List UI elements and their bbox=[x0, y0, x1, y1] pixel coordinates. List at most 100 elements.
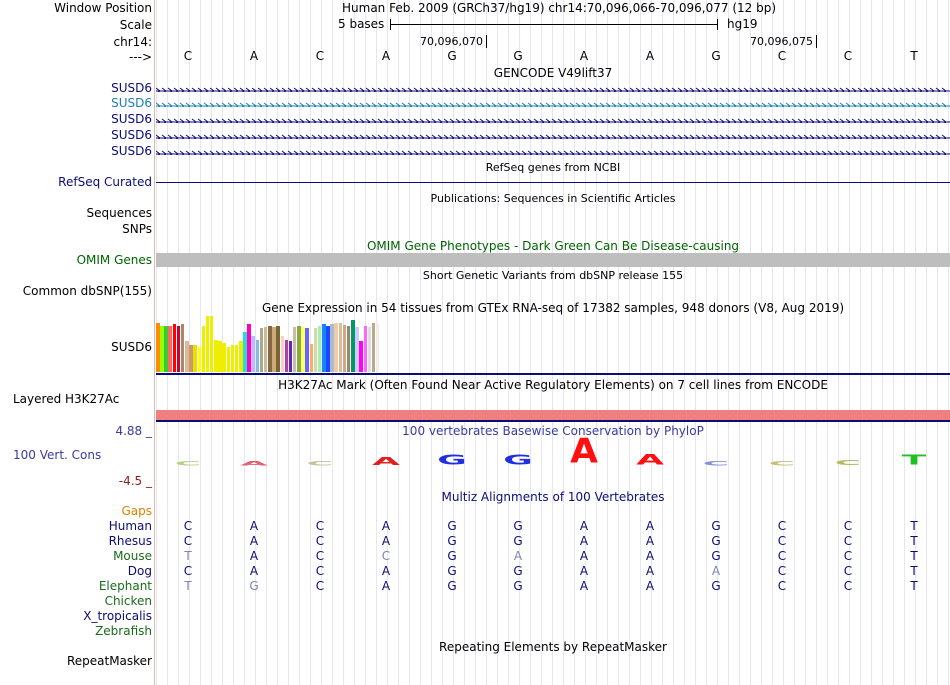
gtex-tissue-bar[interactable] bbox=[272, 327, 276, 372]
gtex-tissue-bar[interactable] bbox=[255, 340, 260, 372]
omim-title[interactable]: OMIM Gene Phenotypes - Dark Green Can Be… bbox=[366, 239, 740, 253]
gencode-label-1[interactable]: SUSD6 bbox=[111, 81, 152, 95]
omim-label[interactable]: OMIM Genes bbox=[76, 253, 152, 267]
gtex-tissue-bar[interactable] bbox=[359, 341, 363, 372]
chrom-label[interactable]: chr14: bbox=[113, 35, 152, 49]
gtex-tissue-bar[interactable] bbox=[180, 324, 185, 372]
gtex-tissue-bar[interactable] bbox=[363, 326, 368, 372]
gtex-tissue-bar[interactable] bbox=[243, 332, 247, 372]
gtex-tissue-bar[interactable] bbox=[193, 345, 197, 372]
gtex-tissue-bar[interactable] bbox=[176, 326, 181, 372]
rhesus-label[interactable]: Rhesus bbox=[108, 534, 152, 548]
gtex-tissue-bar[interactable] bbox=[367, 327, 372, 372]
dbsnp-title[interactable]: Short Genetic Variants from dbSNP releas… bbox=[422, 269, 684, 282]
gtex-tissue-bar[interactable] bbox=[160, 326, 164, 372]
gtex-tissue-bar[interactable] bbox=[330, 324, 334, 372]
gtex-tissue-bar[interactable] bbox=[292, 327, 297, 372]
gtex-tissue-bar[interactable] bbox=[164, 326, 168, 372]
dbsnp-label[interactable]: Common dbSNP(155) bbox=[22, 284, 152, 298]
window-position-label[interactable]: Window Position bbox=[54, 1, 152, 15]
gtex-tissue-bar[interactable] bbox=[338, 323, 343, 372]
sequences-label[interactable]: Sequences bbox=[86, 206, 152, 220]
gtex-tissue-bar[interactable] bbox=[322, 324, 326, 372]
elephant-label[interactable]: Elephant bbox=[98, 579, 152, 593]
gtex-tissue-bar[interactable] bbox=[239, 341, 243, 372]
scale-label[interactable]: Scale bbox=[119, 18, 152, 32]
multiz-title[interactable]: Multiz Alignments of 100 Vertebrates bbox=[441, 490, 665, 504]
gtex-tissue-bar[interactable] bbox=[313, 328, 318, 372]
gtex-tissue-bar[interactable] bbox=[355, 327, 359, 372]
gtex-bar-chart[interactable] bbox=[156, 316, 950, 372]
gtex-tissue-bar[interactable] bbox=[156, 323, 160, 372]
gtex-tissue-bar[interactable] bbox=[168, 326, 172, 372]
gtex-tissue-bar[interactable] bbox=[247, 324, 251, 372]
gtex-tissue-bar[interactable] bbox=[371, 323, 376, 372]
h3k27ac-label[interactable]: Layered H3K27Ac bbox=[13, 392, 120, 406]
gtex-tissue-bar[interactable] bbox=[197, 347, 202, 372]
gtex-tissue-bar[interactable] bbox=[326, 326, 330, 372]
gtex-tissue-bar[interactable] bbox=[297, 326, 301, 372]
gtex-tissue-bar[interactable] bbox=[268, 326, 272, 372]
h3k27ac-signal[interactable] bbox=[156, 410, 950, 420]
gtex-label[interactable]: SUSD6 bbox=[111, 340, 152, 354]
gencode-title[interactable]: GENCODE V49lift37 bbox=[493, 66, 613, 80]
gtex-tissue-bar[interactable] bbox=[201, 326, 206, 372]
human-label[interactable]: Human bbox=[108, 519, 152, 533]
gtex-tissue-bar[interactable] bbox=[189, 345, 193, 372]
gtex-tissue-bar[interactable] bbox=[185, 341, 189, 372]
gtex-tissue-bar[interactable] bbox=[305, 328, 309, 372]
gtex-tissue-bar[interactable] bbox=[205, 316, 210, 372]
omim-gene-bar[interactable] bbox=[156, 253, 950, 267]
gtex-tissue-bar[interactable] bbox=[218, 341, 222, 372]
gencode-label-4[interactable]: SUSD6 bbox=[111, 128, 152, 142]
refseq-label[interactable]: RefSeq Curated bbox=[58, 175, 152, 189]
snps-label[interactable]: SNPs bbox=[122, 222, 152, 236]
gtex-tissue-bar[interactable] bbox=[222, 343, 226, 372]
gencode-label-2[interactable]: SUSD6 bbox=[111, 96, 152, 110]
dog-label[interactable]: Dog bbox=[127, 564, 152, 578]
gencode-transcript-5[interactable] bbox=[156, 147, 950, 155]
gtex-tissue-bar[interactable] bbox=[375, 324, 380, 372]
gtex-tissue-bar[interactable] bbox=[234, 345, 239, 372]
gtex-tissue-bar[interactable] bbox=[214, 340, 218, 372]
gtex-title[interactable]: Gene Expression in 54 tissues from GTEx … bbox=[261, 301, 845, 315]
repeatmasker-label[interactable]: RepeatMasker bbox=[66, 654, 152, 668]
repeatmasker-title[interactable]: Repeating Elements by RepeatMasker bbox=[439, 640, 667, 654]
gtex-tissue-bar[interactable] bbox=[251, 336, 255, 372]
h3k27ac-title[interactable]: H3K27Ac Mark (Often Found Near Active Re… bbox=[278, 378, 828, 392]
gtex-tissue-bar[interactable] bbox=[226, 347, 231, 372]
gtex-tissue-bar[interactable] bbox=[288, 341, 293, 372]
gtex-tissue-bar[interactable] bbox=[209, 316, 214, 372]
phylop-title[interactable]: 100 vertebrates Basewise Conservation by… bbox=[402, 424, 704, 438]
refseq-title[interactable]: RefSeq genes from NCBI bbox=[485, 161, 621, 174]
strand-label[interactable]: ---> bbox=[128, 50, 152, 64]
gtex-tissue-bar[interactable] bbox=[301, 327, 305, 372]
gaps-label[interactable]: Gaps bbox=[121, 504, 152, 518]
tracks-area[interactable]: Human Feb. 2009 (GRCh37/hg19) chr14:70,0… bbox=[156, 0, 950, 685]
chicken-label[interactable]: Chicken bbox=[104, 594, 152, 608]
gtex-tissue-bar[interactable] bbox=[276, 326, 280, 372]
gtex-tissue-bar[interactable] bbox=[351, 320, 355, 372]
gtex-tissue-bar[interactable] bbox=[334, 323, 338, 372]
refseq-gene-line[interactable] bbox=[156, 182, 950, 183]
gencode-transcript-4[interactable] bbox=[156, 131, 950, 139]
zebrafish-label[interactable]: Zebrafish bbox=[95, 624, 152, 638]
gtex-tissue-bar[interactable] bbox=[309, 344, 314, 372]
gtex-tissue-bar[interactable] bbox=[284, 340, 289, 372]
gtex-tissue-bar[interactable] bbox=[172, 324, 177, 372]
gtex-tissue-bar[interactable] bbox=[346, 326, 351, 372]
gencode-transcript-3[interactable] bbox=[156, 115, 950, 123]
publications-title[interactable]: Publications: Sequences in Scientific Ar… bbox=[430, 192, 676, 205]
gtex-tissue-bar[interactable] bbox=[263, 327, 268, 372]
gtex-tissue-bar[interactable] bbox=[342, 325, 347, 372]
gtex-tissue-bar[interactable] bbox=[259, 328, 264, 372]
gencode-label-5[interactable]: SUSD6 bbox=[111, 144, 152, 158]
gencode-label-3[interactable]: SUSD6 bbox=[111, 112, 152, 126]
gtex-tissue-bar[interactable] bbox=[280, 336, 285, 372]
